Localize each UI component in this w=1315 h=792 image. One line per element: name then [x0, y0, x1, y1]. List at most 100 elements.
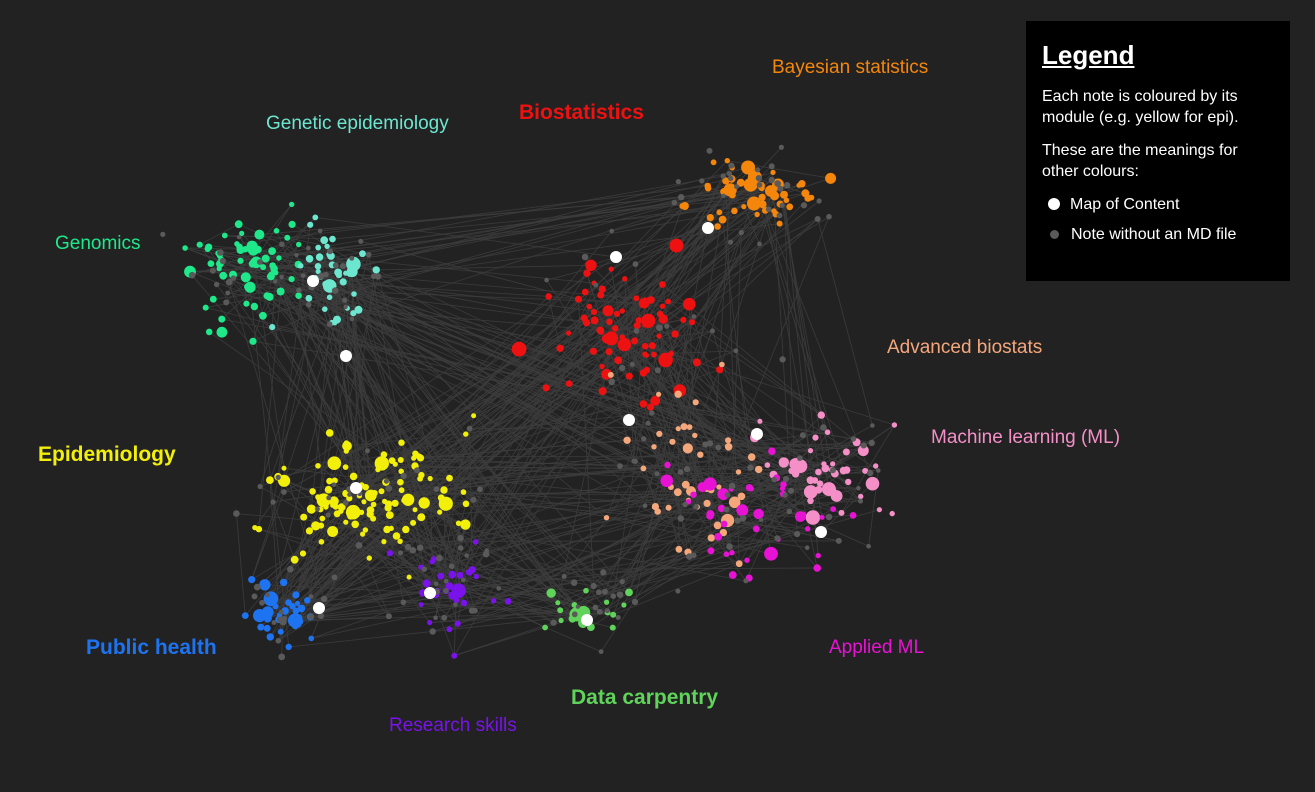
graph-node[interactable] — [755, 167, 761, 173]
graph-node[interactable] — [385, 485, 393, 492]
graph-node[interactable] — [826, 213, 832, 220]
graph-node[interactable] — [825, 513, 833, 521]
graph-node[interactable] — [689, 319, 696, 326]
graph-node[interactable] — [223, 299, 230, 306]
graph-node[interactable] — [866, 543, 871, 549]
graph-node[interactable] — [820, 424, 827, 431]
graph-node[interactable] — [260, 264, 267, 271]
graph-node[interactable] — [714, 223, 721, 230]
graph-node[interactable] — [596, 589, 602, 596]
graph-node[interactable] — [734, 517, 741, 524]
graph-node[interactable] — [673, 488, 682, 497]
graph-node[interactable] — [664, 461, 671, 469]
graph-node[interactable] — [583, 269, 591, 277]
graph-node[interactable] — [658, 352, 673, 368]
graph-node[interactable] — [270, 264, 278, 273]
graph-node[interactable] — [383, 478, 389, 484]
graph-node[interactable] — [285, 643, 292, 651]
graph-node[interactable] — [412, 450, 419, 457]
graph-node[interactable] — [453, 602, 458, 607]
graph-node[interactable] — [365, 251, 372, 258]
graph-node[interactable] — [275, 474, 281, 480]
graph-node[interactable] — [724, 158, 730, 164]
graph-node[interactable] — [738, 229, 744, 236]
graph-node[interactable] — [279, 274, 284, 280]
graph-node[interactable] — [213, 281, 220, 288]
graph-node[interactable] — [821, 482, 836, 497]
graph-node[interactable] — [364, 448, 370, 454]
graph-node[interactable] — [320, 595, 328, 603]
graph-node[interactable] — [249, 337, 257, 345]
graph-node[interactable] — [268, 247, 276, 256]
graph-node[interactable] — [307, 221, 314, 228]
graph-node[interactable] — [857, 445, 869, 457]
graph-node[interactable] — [305, 527, 313, 535]
graph-node[interactable] — [704, 182, 711, 190]
graph-node[interactable] — [561, 574, 567, 579]
graph-node[interactable] — [570, 579, 578, 586]
graph-node[interactable] — [290, 555, 299, 564]
graph-node[interactable] — [470, 496, 477, 503]
graph-node[interactable] — [830, 506, 837, 512]
graph-node[interactable] — [830, 461, 836, 467]
graph-node[interactable] — [284, 234, 291, 241]
graph-node[interactable] — [251, 593, 258, 600]
graph-node[interactable] — [340, 350, 352, 362]
graph-node[interactable] — [679, 203, 686, 210]
graph-node[interactable] — [433, 486, 440, 492]
graph-node[interactable] — [804, 545, 810, 550]
graph-node[interactable] — [770, 169, 776, 175]
graph-node[interactable] — [692, 399, 699, 406]
graph-node[interactable] — [717, 504, 726, 513]
graph-node[interactable] — [824, 429, 831, 436]
graph-node[interactable] — [324, 243, 330, 249]
graph-node[interactable] — [706, 214, 714, 222]
graph-node[interactable] — [542, 384, 550, 392]
graph-node[interactable] — [731, 207, 738, 215]
graph-node[interactable] — [686, 553, 693, 560]
graph-node[interactable] — [716, 209, 723, 216]
graph-node[interactable] — [610, 593, 616, 599]
graph-node[interactable] — [671, 199, 678, 206]
graph-node[interactable] — [619, 308, 625, 314]
graph-node[interactable] — [728, 482, 736, 490]
graph-node[interactable] — [351, 520, 360, 529]
graph-node[interactable] — [400, 472, 407, 479]
graph-node[interactable] — [417, 513, 426, 522]
graph-node[interactable] — [777, 185, 784, 192]
graph-node[interactable] — [758, 193, 766, 201]
graph-node[interactable] — [441, 614, 448, 621]
graph-node[interactable] — [697, 451, 704, 458]
graph-node[interactable] — [287, 613, 303, 628]
graph-node[interactable] — [266, 633, 274, 641]
graph-node[interactable] — [867, 469, 874, 477]
graph-node[interactable] — [418, 497, 430, 509]
graph-node[interactable] — [803, 485, 818, 499]
graph-node[interactable] — [721, 193, 726, 199]
graph-node[interactable] — [388, 457, 396, 464]
graph-node[interactable] — [370, 515, 377, 522]
graph-node[interactable] — [889, 510, 895, 517]
graph-node[interactable] — [860, 442, 867, 449]
graph-node[interactable] — [558, 617, 564, 624]
graph-node[interactable] — [325, 512, 331, 518]
graph-node[interactable] — [456, 571, 464, 579]
graph-node[interactable] — [182, 245, 188, 251]
graph-node[interactable] — [581, 288, 589, 296]
graph-node[interactable] — [774, 535, 781, 542]
graph-node[interactable] — [259, 311, 267, 320]
graph-node[interactable] — [392, 532, 401, 540]
graph-node[interactable] — [188, 271, 196, 279]
graph-node[interactable] — [275, 638, 282, 644]
graph-node[interactable] — [707, 547, 715, 555]
graph-node[interactable] — [327, 456, 342, 471]
graph-node[interactable] — [219, 271, 228, 280]
graph-node[interactable] — [858, 493, 864, 500]
graph-node[interactable] — [234, 220, 243, 229]
graph-node[interactable] — [645, 420, 651, 426]
graph-node[interactable] — [769, 191, 780, 201]
graph-node[interactable] — [281, 465, 287, 471]
graph-node[interactable] — [718, 215, 727, 224]
graph-node[interactable] — [406, 574, 412, 580]
graph-node[interactable] — [254, 229, 265, 240]
